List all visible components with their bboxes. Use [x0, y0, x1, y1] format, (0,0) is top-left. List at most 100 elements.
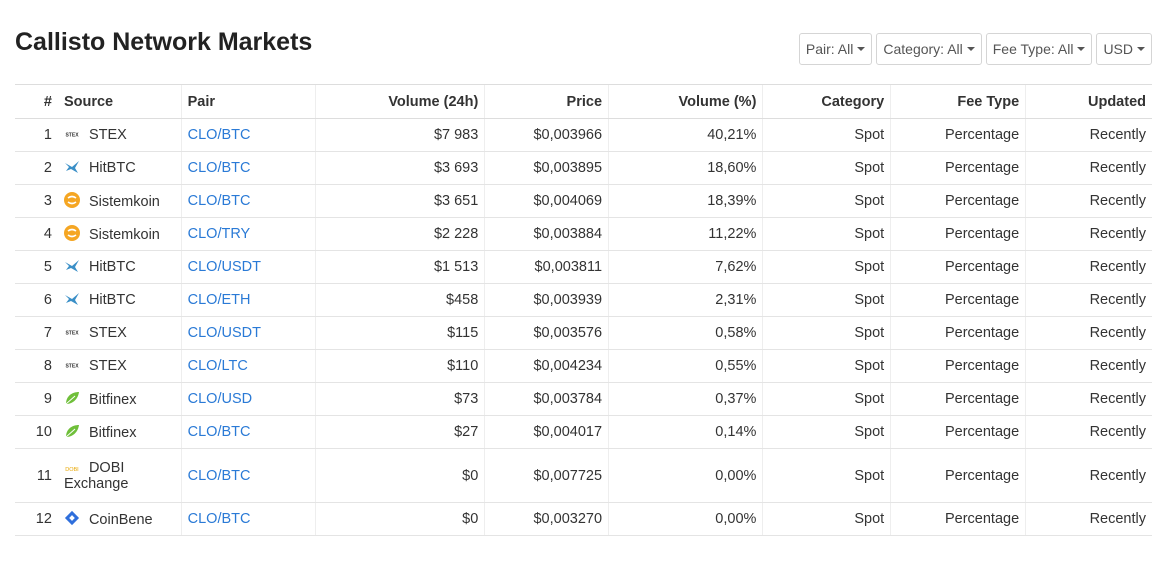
category-cell: Spot: [762, 118, 891, 152]
pair-link[interactable]: CLO/BTC: [187, 160, 251, 176]
svg-text:STEX: STEX: [65, 133, 79, 139]
pair-link[interactable]: CLO/USD: [187, 391, 253, 407]
source-name[interactable]: HitBTC: [88, 160, 136, 176]
source-cell: Sistemkoin: [57, 217, 182, 251]
fee-type-cell: Percentage: [890, 217, 1026, 251]
source-name[interactable]: DOBI Exchange: [63, 459, 129, 492]
volume-cell: $2 228: [314, 217, 485, 251]
pair-link[interactable]: CLO/USDT: [187, 325, 261, 341]
category-cell: Spot: [762, 382, 891, 416]
source-name[interactable]: Bitfinex: [88, 392, 137, 408]
col-header-source[interactable]: Source: [57, 84, 182, 119]
source-cell: STEX STEX: [57, 316, 182, 350]
table-row[interactable]: 3 Sistemkoin CLO/BTC $3 651 $0,004069 18,39% S…: [15, 184, 1152, 218]
fee-type-filter-dropdown[interactable]: Fee Type: All: [985, 33, 1093, 65]
source-name[interactable]: STEX: [88, 127, 127, 143]
fee-type-cell: Percentage: [890, 349, 1026, 383]
rank-cell: 3: [15, 184, 58, 218]
sistemkoin-icon: [63, 192, 80, 208]
updated-cell: Recently: [1025, 448, 1152, 503]
price-cell: $0,003811: [484, 250, 609, 284]
category-cell: Spot: [762, 502, 891, 536]
currency-dropdown[interactable]: USD: [1096, 33, 1152, 65]
table-row[interactable]: 4 Sistemkoin CLO/TRY $2 228 $0,003884 11,22% S…: [15, 217, 1152, 251]
source-name[interactable]: STEX: [88, 358, 127, 374]
updated-cell: Recently: [1025, 382, 1152, 416]
col-header-fee-type[interactable]: Fee Type: [890, 84, 1026, 119]
fee-type-cell: Percentage: [890, 283, 1026, 317]
pair-link[interactable]: CLO/ETH: [187, 292, 251, 308]
pair-link[interactable]: CLO/TRY: [187, 226, 251, 242]
table-row[interactable]: 8 STEX STEX CLO/LTC $110 $0,004234 0,55% Spot Pe…: [15, 349, 1152, 383]
fee-type-cell: Percentage: [890, 118, 1026, 152]
pair-cell: CLO/TRY: [180, 217, 316, 251]
fee-type-cell: Percentage: [890, 382, 1026, 416]
col-header-price[interactable]: Price: [484, 84, 609, 119]
price-cell: $0,004234: [484, 349, 609, 383]
pair-cell: CLO/USDT: [180, 316, 316, 350]
source-name[interactable]: HitBTC: [88, 292, 136, 308]
col-header-volume[interactable]: Volume (24h): [314, 84, 485, 119]
pair-link[interactable]: CLO/BTC: [187, 467, 251, 484]
rank-cell: 6: [15, 283, 58, 317]
price-cell: $0,004069: [484, 184, 609, 218]
table-row[interactable]: 10 Bitfinex CLO/BTC $27 $0,004017 0,14% Spot Pe…: [15, 415, 1152, 449]
pair-filter-label: Pair: All: [805, 41, 854, 57]
source-name[interactable]: Sistemkoin: [88, 227, 160, 243]
sistemkoin-icon: [63, 225, 80, 241]
source-name[interactable]: CoinBene: [88, 512, 153, 528]
fee-type-cell: Percentage: [890, 316, 1026, 350]
col-header-rank[interactable]: #: [15, 84, 58, 119]
price-cell: $0,003939: [484, 283, 609, 317]
category-filter-dropdown[interactable]: Category: All: [876, 33, 982, 65]
category-cell: Spot: [762, 316, 891, 350]
category-cell: Spot: [762, 349, 891, 383]
bitfinex-icon: [64, 390, 80, 405]
pair-link[interactable]: CLO/BTC: [187, 193, 251, 209]
fee-type-cell: Percentage: [890, 502, 1026, 536]
table-row[interactable]: 11 DOBI DOBI Exchange CLO/BTC $0 $0,007725 0,00…: [15, 448, 1152, 503]
table-row[interactable]: 7 STEX STEX CLO/USDT $115 $0,003576 0,58% Spot P…: [15, 316, 1152, 350]
table-row[interactable]: 5 HitBTC CLO/USDT $1 513 $0,003811 7,62% Spot P…: [15, 250, 1152, 284]
col-header-updated[interactable]: Updated: [1025, 84, 1152, 119]
updated-cell: Recently: [1025, 118, 1152, 152]
pair-link[interactable]: CLO/BTC: [187, 127, 251, 143]
currency-label: USD: [1103, 41, 1133, 57]
volume-cell: $7 983: [314, 118, 485, 152]
table-row[interactable]: 1 STEX STEX CLO/BTC $7 983 $0,003966 40,21% Spo…: [15, 118, 1152, 152]
volume-cell: $1 513: [314, 250, 485, 284]
col-header-category[interactable]: Category: [762, 84, 891, 119]
pair-link[interactable]: CLO/LTC: [187, 358, 248, 374]
volume-cell: $0: [314, 448, 485, 503]
source-name[interactable]: STEX: [88, 325, 127, 341]
source-name[interactable]: HitBTC: [88, 259, 136, 275]
pair-link[interactable]: CLO/BTC: [187, 511, 251, 527]
volume-cell: $110: [314, 349, 485, 383]
stex-icon: STEX: [63, 358, 80, 372]
col-header-volume-pct[interactable]: Volume (%): [608, 84, 763, 119]
bitfinex-icon: [64, 423, 80, 438]
category-cell: Spot: [762, 283, 891, 317]
pair-cell: CLO/USD: [180, 382, 316, 416]
source-cell: HitBTC: [57, 283, 182, 317]
pair-cell: CLO/BTC: [180, 448, 316, 503]
pair-link[interactable]: CLO/USDT: [187, 259, 261, 275]
table-row[interactable]: 2 HitBTC CLO/BTC $3 693 $0,003895 18,60% Spot P…: [15, 151, 1152, 185]
svg-text:DOBI: DOBI: [65, 467, 79, 473]
rank-cell: 2: [15, 151, 58, 185]
table-row[interactable]: 9 Bitfinex CLO/USD $73 $0,003784 0,37% Spot Per…: [15, 382, 1152, 416]
pair-link[interactable]: CLO/BTC: [187, 424, 251, 440]
volume-pct-cell: 0,14%: [608, 415, 763, 449]
pair-filter-dropdown[interactable]: Pair: All: [798, 33, 873, 65]
pair-cell: CLO/BTC: [180, 184, 316, 218]
source-name[interactable]: Sistemkoin: [88, 194, 160, 210]
rank-cell: 5: [15, 250, 58, 284]
source-cell: STEX STEX: [57, 118, 182, 152]
col-header-pair[interactable]: Pair: [180, 84, 316, 119]
rank-cell: 1: [15, 118, 58, 152]
table-row[interactable]: 6 HitBTC CLO/ETH $458 $0,003939 2,31% Spot Perc…: [15, 283, 1152, 317]
table-row[interactable]: 12 CoinBene CLO/BTC $0 $0,003270 0,00% Spot Per…: [15, 502, 1152, 536]
rank-cell: 4: [15, 217, 58, 251]
filter-bar: Pair: All Category: All Fee Type: All US…: [798, 33, 1152, 65]
source-name[interactable]: Bitfinex: [88, 425, 137, 441]
